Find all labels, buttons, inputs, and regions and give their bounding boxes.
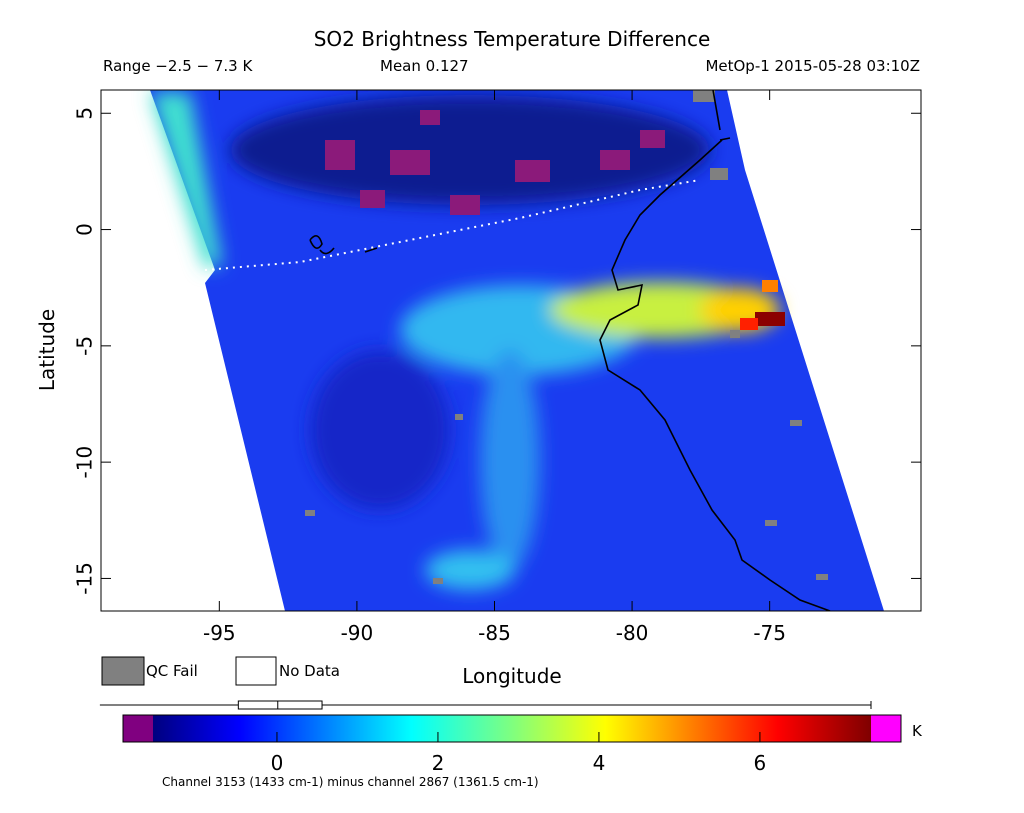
no-data-label: No Data bbox=[279, 662, 340, 680]
colorbar bbox=[153, 715, 871, 742]
colorbar-underflow bbox=[123, 715, 153, 742]
no-data-swatch bbox=[235, 656, 277, 686]
y-tick-label: 5 bbox=[73, 107, 97, 120]
colorbar-unit: K bbox=[912, 722, 923, 740]
y-axis-label: Latitude bbox=[35, 309, 59, 391]
colorbar-axis: 0 2 4 6 bbox=[99, 700, 872, 775]
colorbar-tick-label: 2 bbox=[432, 751, 445, 775]
colorbar-frame bbox=[122, 714, 902, 743]
x-tick-label: -95 bbox=[203, 621, 236, 645]
qc-fail-label: QC Fail bbox=[146, 662, 198, 680]
source-label: MetOp-1 2015-05-28 03:10Z bbox=[705, 57, 920, 75]
colorbar-tick-label: 0 bbox=[271, 751, 284, 775]
axes: -95 -90 -85 -80 -75 5 0 -5 -10 -15 bbox=[73, 90, 921, 645]
mean-label: Mean 0.127 bbox=[380, 57, 469, 75]
range-label: Range −2.5 − 7.3 K bbox=[103, 57, 253, 75]
box bbox=[237, 700, 323, 710]
plot-frame bbox=[100, 89, 922, 612]
colorbar-tick-label: 6 bbox=[754, 751, 767, 775]
title: SO2 Brightness Temperature Difference bbox=[314, 27, 711, 51]
y-tick-label: -15 bbox=[73, 562, 97, 595]
x-tick-label: -80 bbox=[616, 621, 649, 645]
x-axis-label: Longitude bbox=[462, 664, 561, 688]
y-tick-label: -5 bbox=[73, 336, 97, 356]
qc-fail-swatch bbox=[101, 656, 145, 686]
x-tick-label: -85 bbox=[478, 621, 511, 645]
colorbar-tick-label: 4 bbox=[593, 751, 606, 775]
x-tick-label: -90 bbox=[341, 621, 374, 645]
y-tick-label: 0 bbox=[73, 223, 97, 236]
x-tick-label: -75 bbox=[753, 621, 786, 645]
footnote: Channel 3153 (1433 cm-1) minus channel 2… bbox=[162, 775, 539, 789]
swath bbox=[150, 90, 884, 611]
colorbar-overflow bbox=[871, 715, 901, 742]
y-tick-label: -10 bbox=[73, 446, 97, 479]
